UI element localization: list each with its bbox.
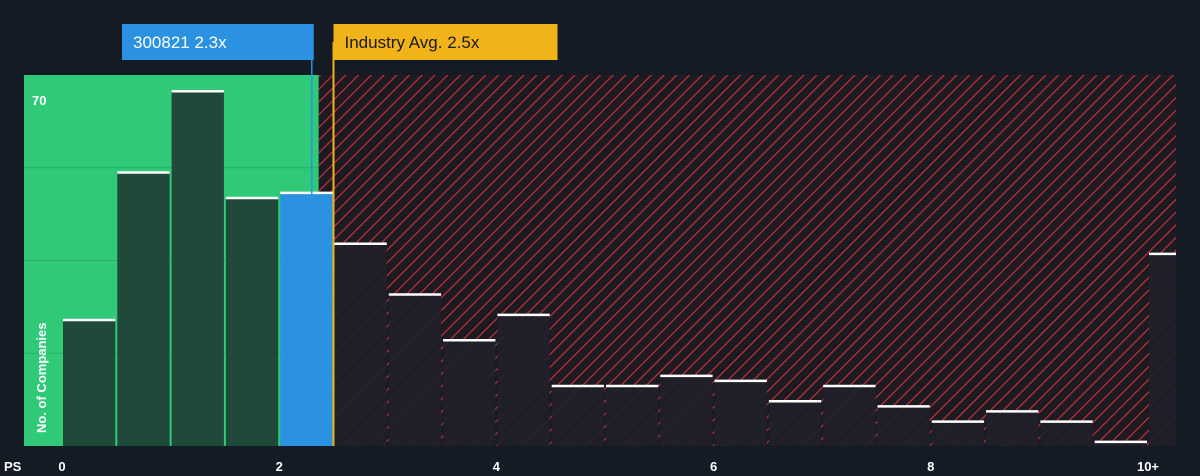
industry-marker-label: Industry Avg. 2.5x <box>345 33 480 52</box>
company-marker-label: 300821 2.3x <box>133 33 227 52</box>
industry-marker-tag <box>333 24 558 60</box>
bar-1 <box>117 171 170 446</box>
bar-19 <box>1094 440 1147 446</box>
bar-7 <box>443 339 496 446</box>
bar-20 <box>1149 252 1176 446</box>
x-tick-label-2: 4 <box>493 459 501 474</box>
x-tick-label-1: 2 <box>276 459 283 474</box>
y-axis-label: No. of Companies <box>34 322 49 433</box>
bar-18 <box>1040 420 1093 446</box>
y-tick-label: 70 <box>32 93 46 108</box>
x-tick-label-4: 8 <box>927 459 934 474</box>
bar-0 <box>63 318 116 446</box>
bar-16 <box>931 420 985 446</box>
x-tick-label-3: 6 <box>710 459 717 474</box>
bar-4 <box>280 191 333 446</box>
bar-17 <box>986 410 1039 446</box>
bar-5 <box>334 242 387 446</box>
bar-3 <box>225 196 279 446</box>
bar-13 <box>768 400 822 446</box>
bar-10 <box>606 385 659 446</box>
bar-6 <box>388 293 442 446</box>
x-tick-label-5: 10+ <box>1137 459 1159 474</box>
bar-14 <box>823 385 876 446</box>
x-tick-label-0: 0 <box>58 459 65 474</box>
x-axis-label: PS <box>4 459 22 474</box>
bar-9 <box>551 385 604 446</box>
bar-12 <box>714 379 767 446</box>
bar-2 <box>171 90 224 446</box>
company-marker-tag <box>122 24 314 60</box>
bar-8 <box>497 313 550 446</box>
bar-15 <box>877 405 930 446</box>
bar-11 <box>660 374 713 446</box>
